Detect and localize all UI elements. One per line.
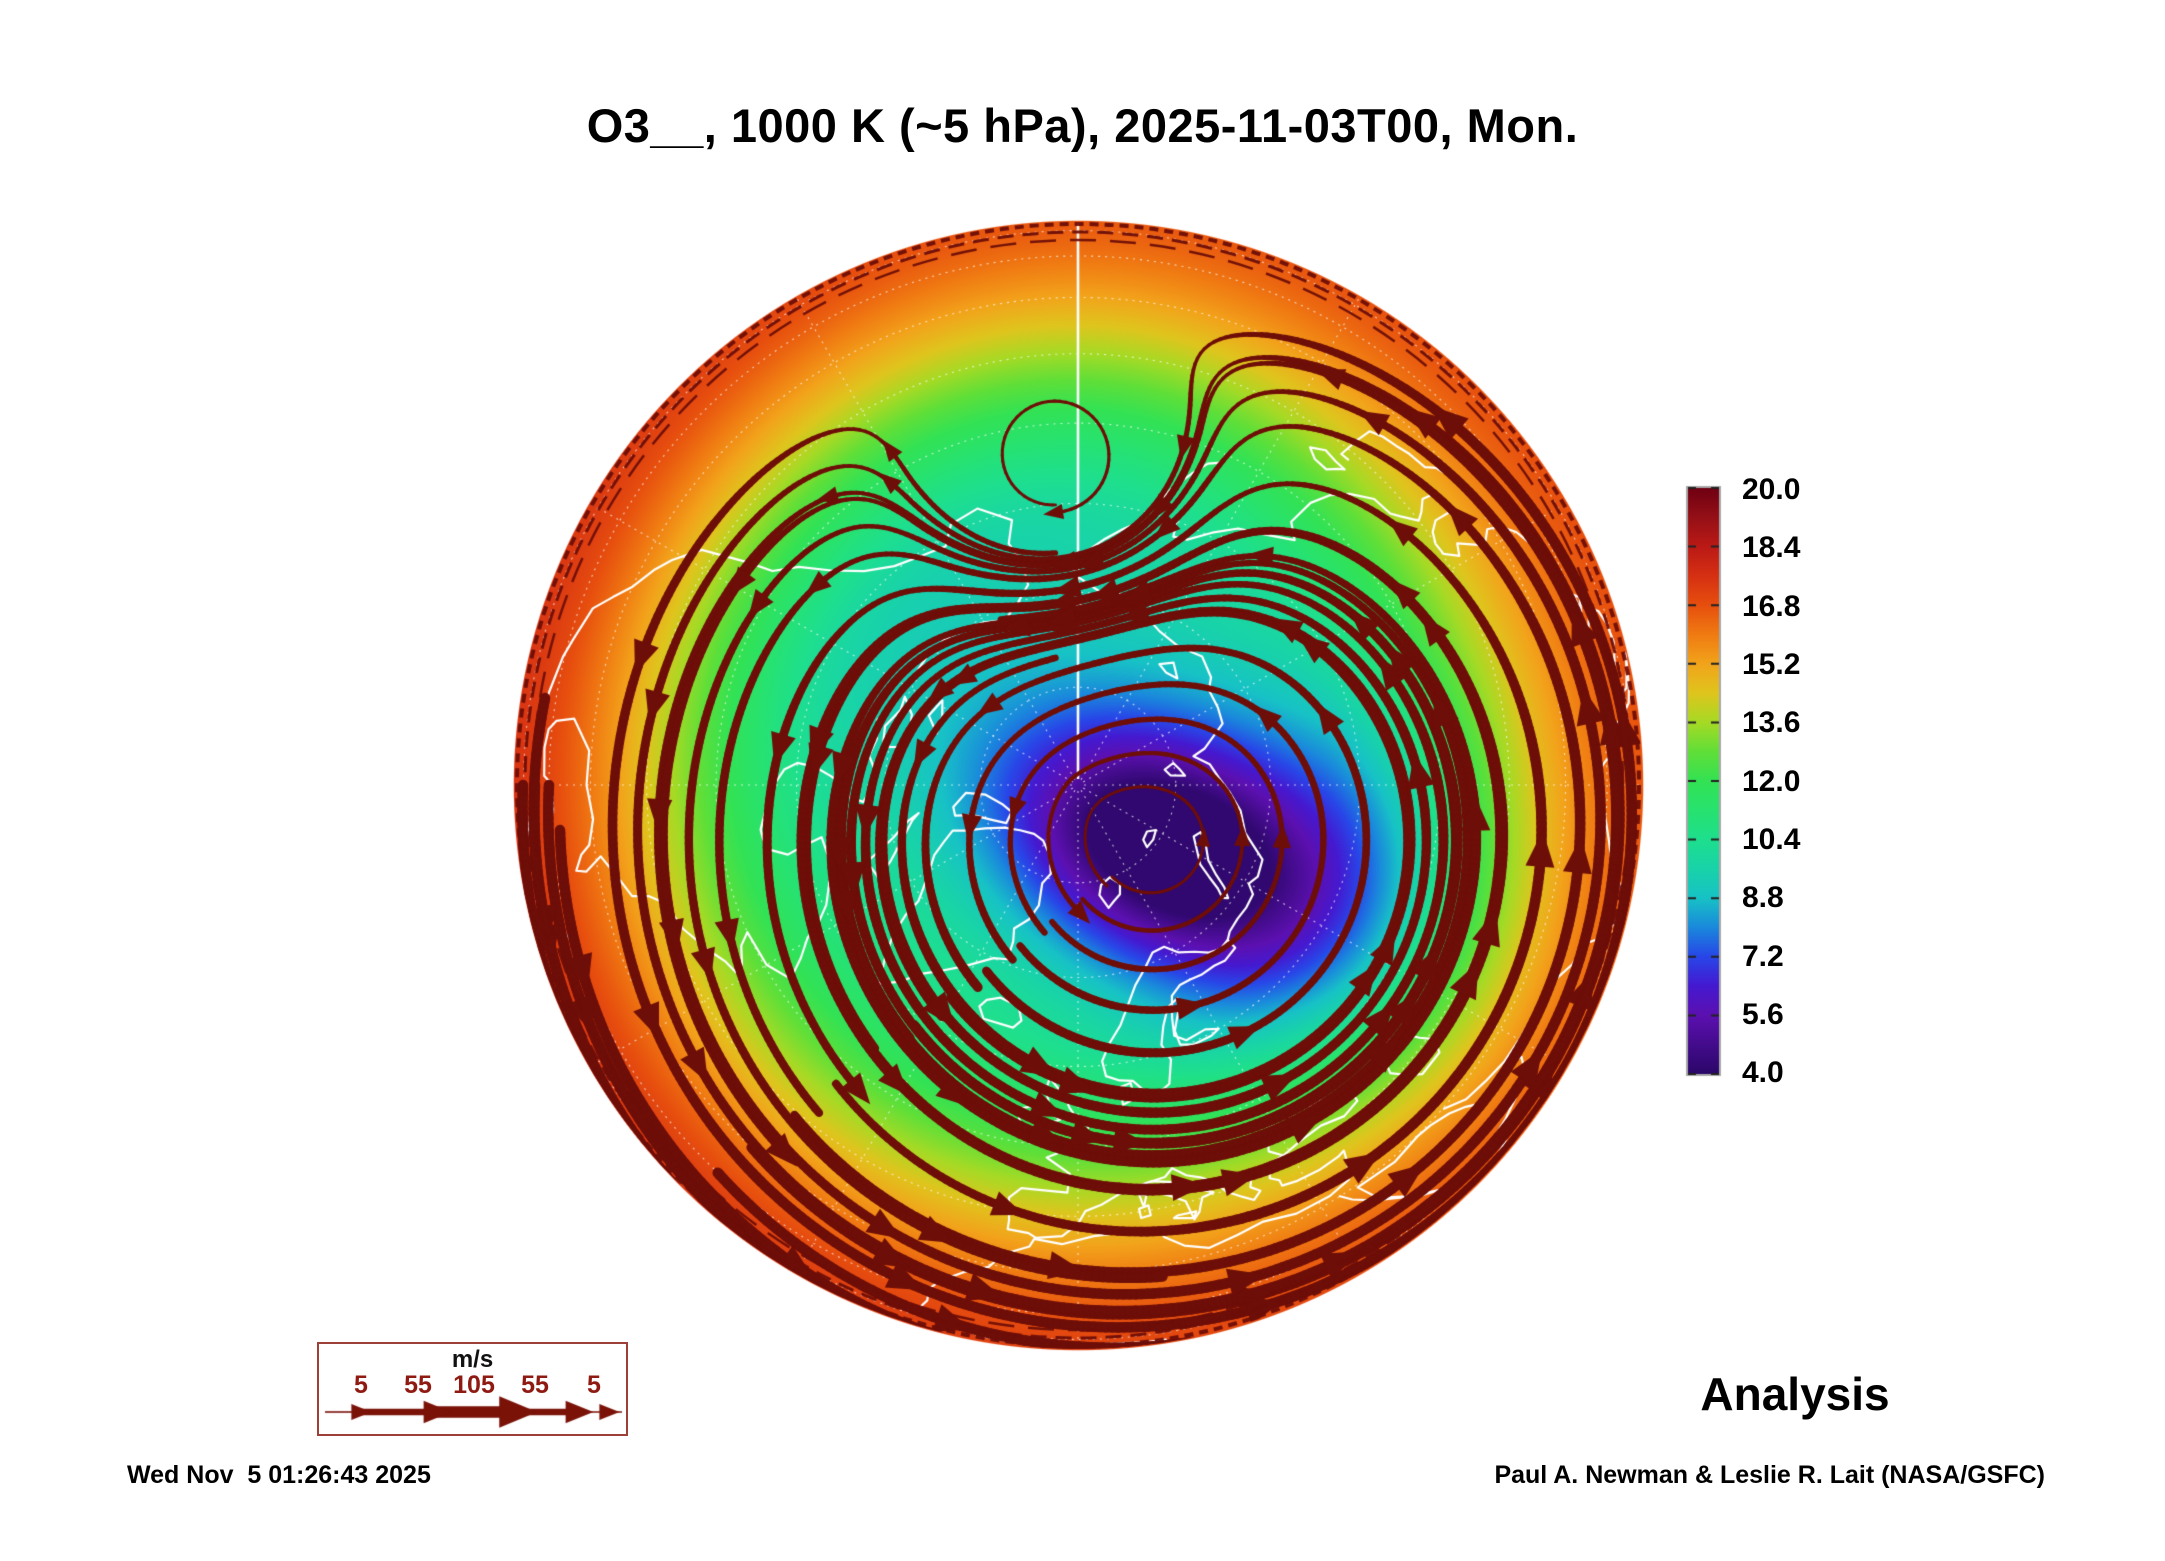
wind-legend-units-label: m/s [451,1346,494,1373]
colorbar-tick-label: 5.6 [1742,998,1784,1031]
colorbar-tick-label: 20.0 [1742,473,1801,506]
wind-legend-speed: 55 [521,1371,549,1399]
colorbar-tick-label: 13.6 [1742,706,1801,739]
timestamp: Wed Nov 5 01:26:43 2025 [127,1461,431,1489]
colorbar-tick-label: 8.8 [1742,881,1784,914]
wind-legend-speed: 105 [453,1371,495,1399]
analysis-label: Analysis [1700,1368,1890,1420]
colorbar-tick-label: 15.2 [1742,648,1801,681]
colorbar-tick-label: 7.2 [1742,940,1784,973]
wind-legend-speed: 5 [354,1371,368,1399]
colorbar-tick-label: 16.8 [1742,590,1801,623]
colorbar-tick-label: 18.4 [1742,531,1801,564]
wind-legend-speed: 55 [404,1371,432,1399]
colorbar-tick-label: 10.4 [1742,823,1801,856]
credit: Paul A. Newman & Leslie R. Lait (NASA/GS… [1494,1461,2045,1489]
colorbar-tick-label: 12.0 [1742,765,1801,798]
wind-legend-speed: 5 [587,1371,601,1399]
wind-speed-legend: m/s 5 55 105 55 5 [317,1342,628,1436]
plot-title: O3__, 1000 K (~5 hPa), 2025-11-03T00, Mo… [586,99,1579,152]
colorbar-tick-label: 4.0 [1742,1056,1784,1089]
